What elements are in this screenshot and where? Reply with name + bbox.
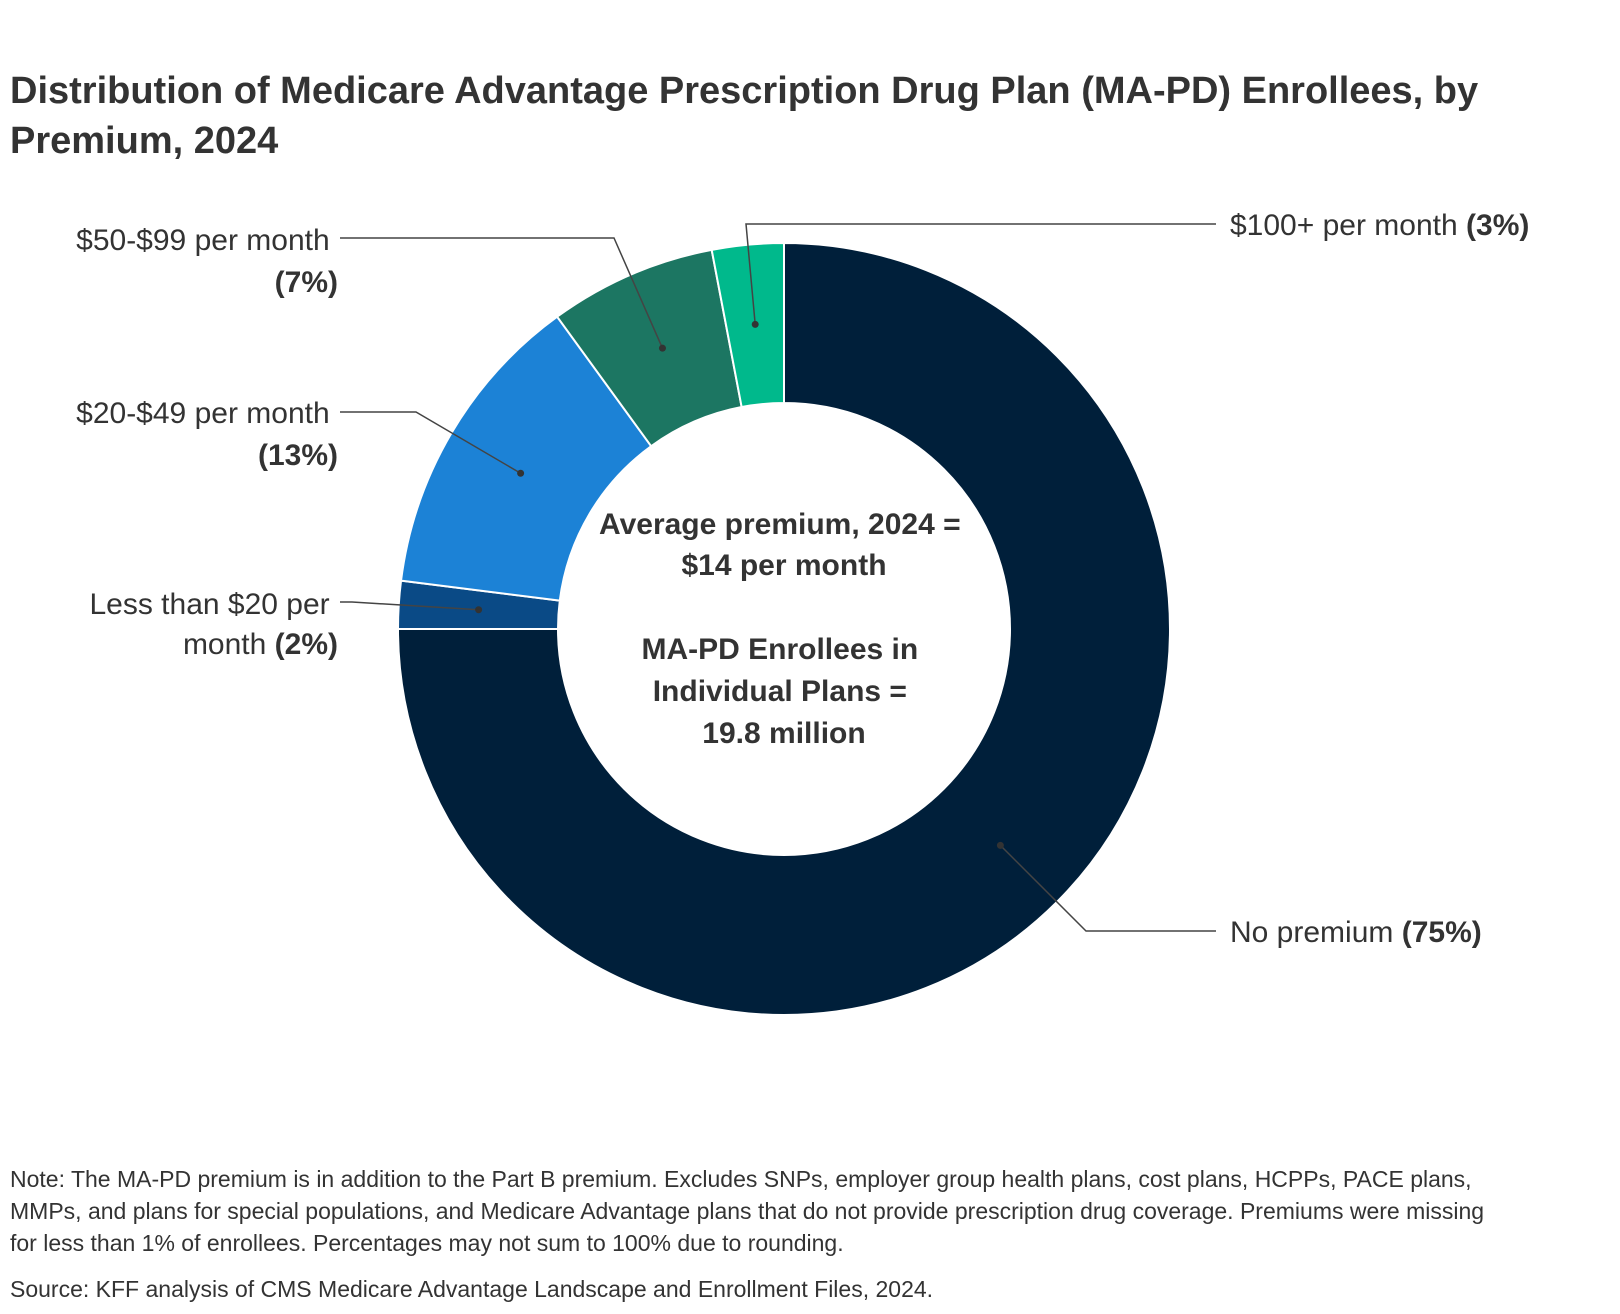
- slice-100-per-month: [710, 241, 785, 409]
- chart-source: Source: KFF analysis of CMS Medicare Adv…: [10, 1276, 934, 1302]
- center-average-premium: Average premium, 2024 = $14 per month: [599, 508, 969, 582]
- chart-note: Note: The MA-PD premium is in addition t…: [10, 1166, 1485, 1256]
- leader-line: [999, 844, 1216, 932]
- label-100-plus: $100+ per month (3%): [1230, 209, 1529, 242]
- leader-dot: [658, 344, 666, 352]
- label-no-premium: No premium (75%): [1230, 916, 1482, 949]
- leader-line: [340, 411, 521, 474]
- donut-chart: No premium (75%) Less than $20 per month…: [76, 209, 1529, 1016]
- leader-dot: [996, 841, 1004, 849]
- label-50-99: $50-$99 per month (7%): [76, 224, 338, 299]
- donut-slices: [396, 241, 1171, 1016]
- leader-line: [340, 237, 664, 349]
- chart-title: Distribution of Medicare Advantage Presc…: [10, 70, 1479, 162]
- leader-lines: [340, 223, 1216, 932]
- leader-dot: [751, 320, 759, 328]
- leader-dot: [517, 469, 525, 477]
- leader-line: [745, 223, 1216, 325]
- label-less-than-20: Less than $20 per month (2%): [89, 588, 338, 661]
- slice-20-49-per-month: [399, 315, 653, 602]
- label-20-49: $20-$49 per month (13%): [76, 397, 338, 472]
- slice-no-premium: [396, 241, 1171, 1016]
- leader-line: [340, 601, 479, 611]
- leader-dot: [475, 606, 483, 614]
- center-enrollees: MA-PD Enrollees in Individual Plans = 19…: [641, 633, 926, 750]
